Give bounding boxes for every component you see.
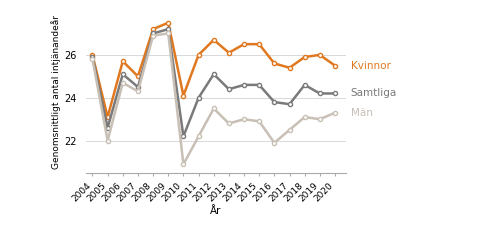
X-axis label: År: År [210, 206, 222, 216]
Text: Män: Män [351, 108, 372, 118]
Text: Kvinnor: Kvinnor [351, 60, 391, 71]
Text: Samtliga: Samtliga [351, 89, 397, 98]
Y-axis label: Genomsnittligt antal intjänandeår: Genomsnittligt antal intjänandeår [51, 15, 61, 169]
